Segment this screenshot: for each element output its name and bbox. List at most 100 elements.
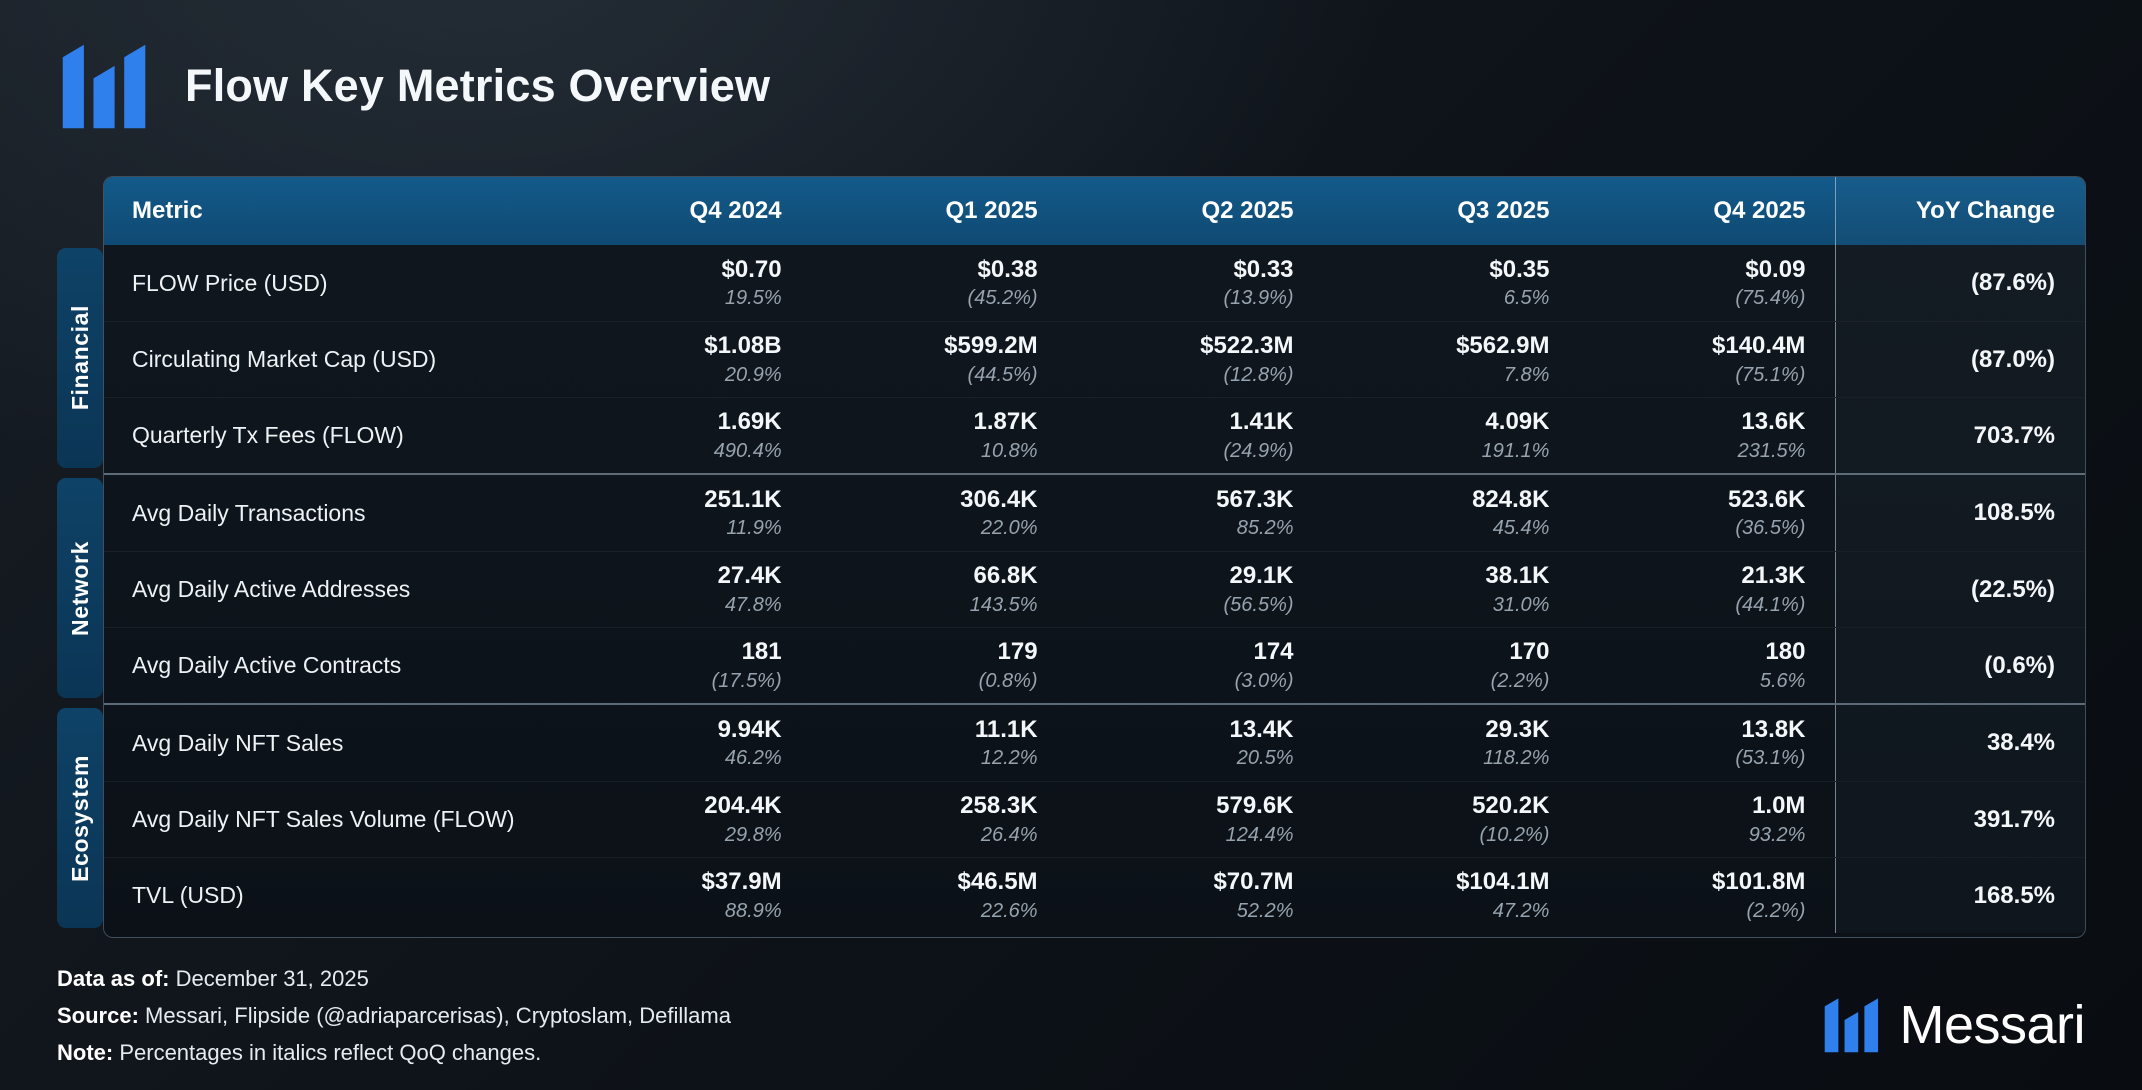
cell-value: 520.2K <box>1472 792 1550 820</box>
cell-value: $0.70 <box>721 255 782 283</box>
group-label-rail: Financial Network Ecosystem <box>57 176 103 938</box>
cell-qoq-change: 7.8% <box>1503 363 1550 386</box>
quarter-cell: 179 (0.8%) <box>812 628 1068 703</box>
cell-qoq-change: (0.8%) <box>978 669 1038 692</box>
cell-value: 523.6K <box>1728 485 1806 513</box>
table-row: Avg Daily NFT Sales Volume (FLOW) 204.4K… <box>104 781 2085 857</box>
quarter-cell: 174 (3.0%) <box>1068 628 1324 703</box>
cell-value: $522.3M <box>1200 332 1294 360</box>
cell-qoq-change: 29.8% <box>724 823 782 846</box>
quarter-cell: $140.4M (75.1%) <box>1579 322 1835 397</box>
column-header-q4-2024: Q4 2024 <box>689 197 782 224</box>
data-as-of-value: December 31, 2025 <box>169 966 369 991</box>
column-header-yoy-change: YoY Change <box>1835 177 2085 245</box>
cell-value: 181 <box>741 638 782 666</box>
group-label-financial: Financial <box>57 248 103 468</box>
cell-qoq-change: 47.8% <box>724 593 782 616</box>
rail-spacer <box>57 176 103 248</box>
cell-qoq-change: 26.4% <box>980 823 1038 846</box>
cell-value: 21.3K <box>1741 562 1806 590</box>
cell-value: 179 <box>997 638 1038 666</box>
yoy-cell: 703.7% <box>1835 398 2085 473</box>
cell-qoq-change: (13.9%) <box>1223 287 1294 310</box>
cell-value: $46.5M <box>957 868 1038 896</box>
column-header-q4-2025: Q4 2025 <box>1713 197 1806 224</box>
cell-qoq-change: 52.2% <box>1236 899 1294 922</box>
page-title: Flow Key Metrics Overview <box>185 60 771 111</box>
cell-qoq-change: 46.2% <box>724 747 782 770</box>
cell-qoq-change: 19.5% <box>724 287 782 310</box>
cell-value: 258.3K <box>960 792 1038 820</box>
quarter-cell: 181 (17.5%) <box>556 628 812 703</box>
column-header-q1-2025: Q1 2025 <box>945 197 1038 224</box>
cell-value: 251.1K <box>704 485 782 513</box>
quarter-cell: $0.38 (45.2%) <box>812 245 1068 321</box>
quarter-cell: 29.3K 118.2% <box>1324 705 1580 781</box>
yoy-cell: (22.5%) <box>1835 552 2085 627</box>
quarter-cell: 567.3K 85.2% <box>1068 475 1324 551</box>
source-label: Source: <box>57 1003 139 1028</box>
cell-qoq-change: 231.5% <box>1737 439 1806 462</box>
group-label-network: Network <box>57 478 103 698</box>
cell-qoq-change: (2.2%) <box>1746 899 1806 922</box>
quarter-cell: $101.8M (2.2%) <box>1579 858 1835 933</box>
yoy-cell: (87.6%) <box>1835 245 2085 321</box>
cell-qoq-change: 93.2% <box>1748 823 1806 846</box>
cell-qoq-change: 124.4% <box>1225 823 1294 846</box>
group-label-ecosystem: Ecosystem <box>57 708 103 928</box>
cell-qoq-change: 11.9% <box>726 517 782 540</box>
cell-qoq-change: 490.4% <box>713 439 782 462</box>
quarter-cell: $599.2M (44.5%) <box>812 322 1068 397</box>
cell-qoq-change: 47.2% <box>1492 899 1550 922</box>
metric-label: Avg Daily Active Addresses <box>104 552 556 627</box>
group-label-text: Network <box>66 540 93 636</box>
cell-qoq-change: (45.2%) <box>967 287 1038 310</box>
quarter-cell: 9.94K 46.2% <box>556 705 812 781</box>
metric-label: FLOW Price (USD) <box>104 245 556 321</box>
table-group-network: Avg Daily Transactions 251.1K 11.9% 306.4… <box>104 473 2085 703</box>
cell-qoq-change: 20.9% <box>724 363 782 386</box>
metric-name: Circulating Market Cap (USD) <box>132 346 437 372</box>
metric-name: TVL (USD) <box>132 882 244 908</box>
cell-value: $0.38 <box>977 255 1038 283</box>
metric-name: Quarterly Tx Fees (FLOW) <box>132 422 404 448</box>
table-header-row: Metric Q4 2024 Q1 2025 Q2 2025 Q3 2025 Q… <box>104 177 2085 245</box>
quarter-cell: 4.09K 191.1% <box>1324 398 1580 473</box>
quarter-cell: 29.1K (56.5%) <box>1068 552 1324 627</box>
quarter-cell: 1.87K 10.8% <box>812 398 1068 473</box>
cell-value: $140.4M <box>1712 332 1806 360</box>
yoy-cell: 168.5% <box>1835 858 2085 933</box>
cell-value: 11.1K <box>974 715 1038 743</box>
cell-value: 13.4K <box>1229 715 1294 743</box>
source-line: Source: Messari, Flipside (@adriaparceri… <box>57 997 731 1034</box>
quarter-cell: 180 5.6% <box>1579 628 1835 703</box>
cell-value: 1.87K <box>973 408 1038 436</box>
cell-value: $37.9M <box>701 868 782 896</box>
cell-qoq-change: 22.6% <box>980 899 1038 922</box>
group-label-text: Financial <box>66 305 93 411</box>
quarter-cell: 27.4K 47.8% <box>556 552 812 627</box>
top-bar: Flow Key Metrics Overview <box>57 38 770 134</box>
cell-value: 4.09K <box>1485 408 1550 436</box>
cell-value: 38.1K <box>1485 562 1550 590</box>
quarter-cell: 13.8K (53.1%) <box>1579 705 1835 781</box>
column-header-q3-2025: Q3 2025 <box>1457 197 1550 224</box>
yoy-value: 703.7% <box>1973 421 2056 449</box>
quarter-cell: 11.1K 12.2% <box>812 705 1068 781</box>
quarter-cell: 523.6K (36.5%) <box>1579 475 1835 551</box>
quarter-cell: 1.41K (24.9%) <box>1068 398 1324 473</box>
yoy-cell: 391.7% <box>1835 782 2085 857</box>
metric-label: Quarterly Tx Fees (FLOW) <box>104 398 556 473</box>
quarter-cell: 824.8K 45.4% <box>1324 475 1580 551</box>
cell-qoq-change: (17.5%) <box>711 669 782 692</box>
table-row: Circulating Market Cap (USD) $1.08B 20.9%… <box>104 321 2085 397</box>
cell-value: $70.7M <box>1213 868 1294 896</box>
note-value: Percentages in italics reflect QoQ chang… <box>113 1040 542 1065</box>
quarter-cell: 38.1K 31.0% <box>1324 552 1580 627</box>
quarter-cell: $0.35 6.5% <box>1324 245 1580 321</box>
cell-value: $0.35 <box>1489 255 1550 283</box>
messari-wordmark: Messari <box>1899 995 2085 1055</box>
cell-qoq-change: (75.4%) <box>1735 287 1806 310</box>
cell-qoq-change: (53.1%) <box>1735 747 1806 770</box>
cell-qoq-change: (56.5%) <box>1223 593 1294 616</box>
